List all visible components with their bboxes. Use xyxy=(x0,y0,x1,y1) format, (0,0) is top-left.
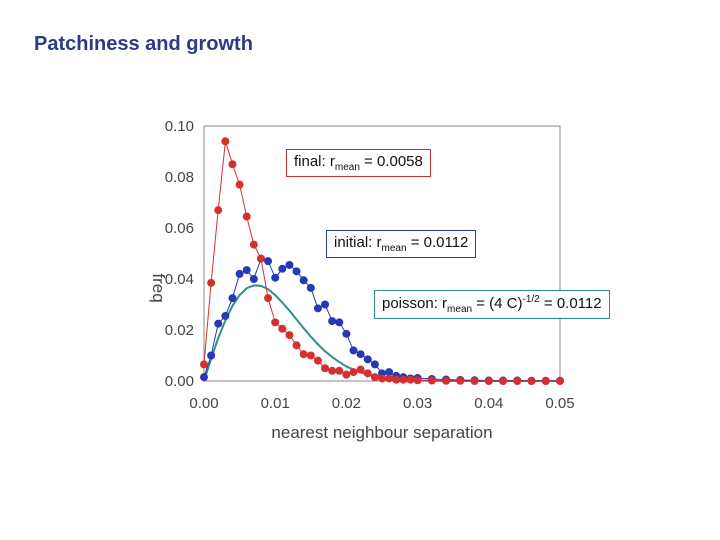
annotation-initial-sub: mean xyxy=(381,243,407,254)
series-0-point xyxy=(427,376,436,385)
series-1-point xyxy=(285,260,294,269)
series-0-point xyxy=(299,350,308,359)
series-0-point xyxy=(335,366,344,375)
series-1-point xyxy=(299,276,308,285)
y-tick-label: 0.08 xyxy=(165,169,194,186)
series-0-point xyxy=(271,318,280,327)
series-0-point xyxy=(392,375,401,384)
series-0-point xyxy=(242,212,251,221)
series-0-point xyxy=(406,375,415,384)
annotation-initial-prefix: initial: r xyxy=(334,234,382,251)
series-0-point xyxy=(235,180,244,189)
x-tick-label: 0.03 xyxy=(403,395,432,412)
x-axis-title: nearest neighbour separation xyxy=(271,423,492,442)
series-0-point xyxy=(513,377,522,385)
series-0-point xyxy=(306,351,315,360)
series-0-point xyxy=(527,377,536,385)
x-tick-label: 0.04 xyxy=(474,395,503,412)
series-1-point xyxy=(235,269,244,278)
series-1-point xyxy=(328,317,337,326)
series-1-point xyxy=(228,294,237,303)
annotation-final: final: rmean = 0.0058 xyxy=(286,149,431,177)
series-0-point xyxy=(313,356,322,365)
series-0-point xyxy=(413,376,422,385)
series-1-point xyxy=(242,266,251,275)
series-0-point xyxy=(292,341,301,350)
series-1-point xyxy=(356,350,365,359)
series-0-point xyxy=(399,375,408,384)
y-tick-label: 0.02 xyxy=(165,322,194,339)
series-0-point xyxy=(278,324,287,333)
series-0-point xyxy=(370,373,379,382)
series-0-point xyxy=(200,360,208,369)
series-1-point xyxy=(200,373,208,382)
series-0-point xyxy=(321,364,330,373)
series-1-point xyxy=(370,360,379,369)
series-1-point xyxy=(335,318,344,327)
annotation-final-suffix: = 0.0058 xyxy=(359,153,423,170)
series-0-point xyxy=(363,369,372,378)
series-1-point xyxy=(385,368,394,377)
series-1-point xyxy=(292,267,301,276)
tick-layer: 0.00 0.01 0.02 0.03 0.04 0.05 0.00 0.02 0.04 0.06… xyxy=(165,118,575,412)
annotation-final-prefix: final: r xyxy=(294,153,335,170)
annotation-initial: initial: rmean = 0.0112 xyxy=(326,230,477,258)
series-0-point xyxy=(499,377,508,385)
annotation-poisson: poisson: rmean = (4 C)-1/2 = 0.0112 xyxy=(374,290,610,319)
annotation-final-sub: mean xyxy=(334,162,360,173)
series-0-point xyxy=(556,377,564,385)
series-0-point xyxy=(214,206,223,215)
series-0-point xyxy=(385,374,394,383)
series-0-point xyxy=(456,376,465,385)
series-1-point xyxy=(313,304,322,313)
series-0-point xyxy=(470,377,479,385)
series-0-point xyxy=(484,377,493,385)
series-1-point xyxy=(249,275,258,283)
y-axis-title: freq xyxy=(149,273,168,302)
x-tick-label: 0.00 xyxy=(189,395,218,412)
x-tick-label: 0.01 xyxy=(261,395,290,412)
series-0-point xyxy=(221,137,230,146)
series-0-point xyxy=(256,254,265,263)
series-1-point xyxy=(221,311,230,320)
series-0-point xyxy=(356,365,365,374)
annotation-poisson-sub: mean xyxy=(447,304,473,315)
series-1-point xyxy=(271,273,280,282)
series-0-point xyxy=(328,366,337,375)
annotation-poisson-suffix: = 0.0112 xyxy=(539,295,602,312)
x-tick-label: 0.05 xyxy=(545,395,574,412)
x-tick-label: 0.02 xyxy=(332,395,361,412)
series-1-point xyxy=(342,329,351,338)
series-1-point xyxy=(278,264,287,273)
series-layer xyxy=(200,137,564,385)
series-0-point xyxy=(249,240,258,249)
series-1-point xyxy=(321,300,330,309)
series-0-point xyxy=(541,377,550,385)
series-0-point xyxy=(378,374,386,383)
annotation-initial-suffix: = 0.0112 xyxy=(406,234,469,251)
series-1-point xyxy=(306,283,315,292)
slide-title: Patchiness and growth xyxy=(34,33,253,55)
annotation-poisson-sup: -1/2 xyxy=(522,294,540,305)
series-1-point xyxy=(349,346,358,355)
series-1-point xyxy=(214,319,223,328)
y-tick-label: 0.04 xyxy=(165,271,194,288)
y-tick-label: 0.06 xyxy=(165,220,194,237)
series-0-point xyxy=(342,370,351,379)
series-0-point xyxy=(264,294,273,303)
series-0-point xyxy=(228,160,237,169)
series-0-point xyxy=(207,278,216,287)
annotation-poisson-mid: = (4 C) xyxy=(472,295,523,312)
y-tick-label: 0.00 xyxy=(165,373,194,390)
series-0-point xyxy=(442,376,451,385)
series-1-point xyxy=(207,351,216,360)
series-0-point xyxy=(285,331,294,340)
series-0-point xyxy=(349,368,358,377)
series-1-point xyxy=(264,257,273,266)
y-tick-label: 0.10 xyxy=(165,118,194,135)
series-1-point xyxy=(363,355,372,364)
annotation-poisson-prefix: poisson: r xyxy=(382,295,448,312)
